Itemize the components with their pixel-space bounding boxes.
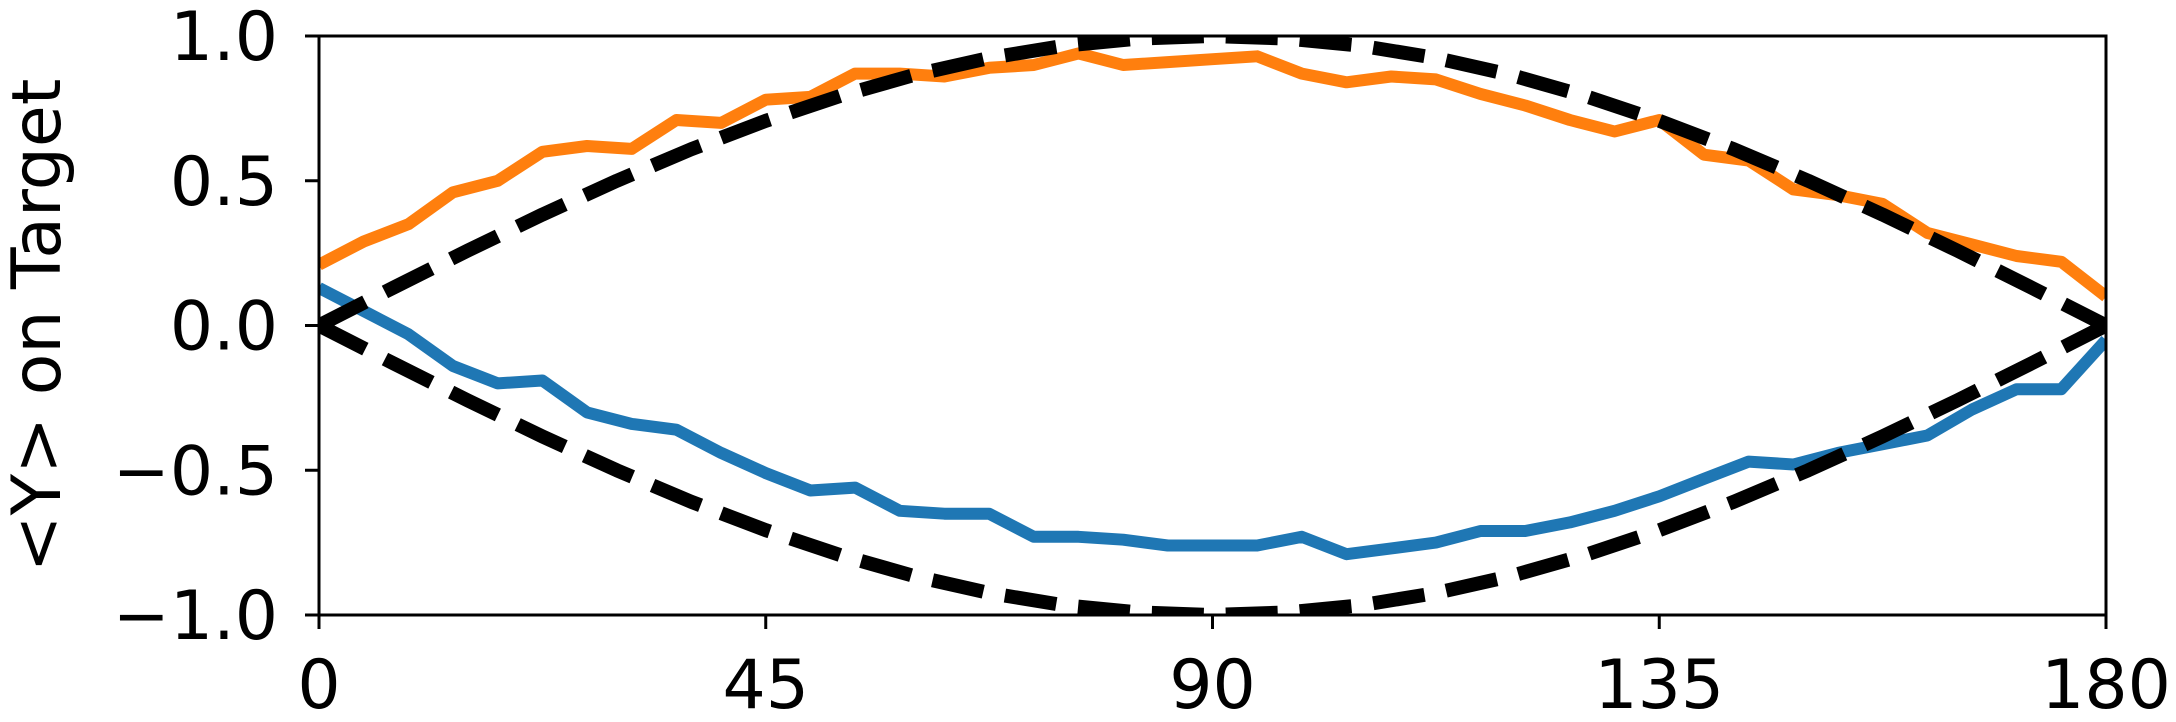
y-tick-label: 1.0: [170, 0, 278, 77]
y-tick-label: 0.0: [170, 288, 278, 367]
y-axis: −1.0 −0.5 0.0 0.5 1.0: [113, 0, 319, 656]
series-line-1: [319, 47, 2106, 302]
x-tick-label: 45: [722, 646, 809, 722]
x-tick-label: 180: [2041, 646, 2171, 722]
x-axis: 0 45 90 135 180: [297, 615, 2171, 722]
series-line-3: [319, 319, 2106, 615]
series-line-2: [319, 36, 2106, 332]
plot-frame: [317, 34, 2108, 617]
y-tick-label: −0.5: [113, 432, 278, 511]
series-line-0: [319, 282, 2106, 561]
y-axis-title: <Y> on Target: [0, 79, 77, 573]
y-tick-label: −1.0: [113, 577, 278, 656]
x-tick-label: 90: [1169, 646, 1256, 722]
x-tick-label: 0: [297, 646, 340, 722]
series-layer: [319, 36, 2106, 615]
y-tick-label: 0.5: [170, 143, 278, 222]
x-tick-label: 135: [1594, 646, 1724, 722]
